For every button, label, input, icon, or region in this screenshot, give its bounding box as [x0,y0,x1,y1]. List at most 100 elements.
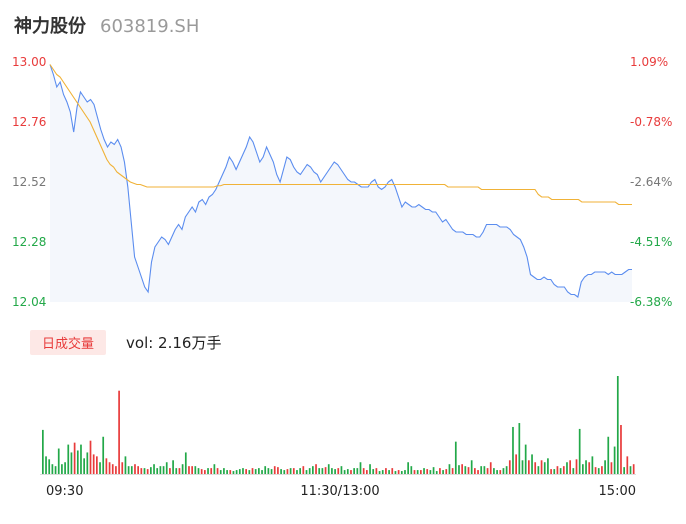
volume-bar [334,469,336,474]
y-tick-left: 13.00 [12,55,46,69]
volume-bar [610,462,613,474]
volume-bar [213,464,216,474]
volume-bar [458,465,460,474]
volume-bar [483,466,486,474]
volume-bar [235,470,238,474]
volume-bar [547,458,549,474]
volume-bar [435,471,438,474]
volume-bar [381,470,384,474]
volume-bar [51,464,54,474]
volume-bar [305,470,308,474]
y-tick-right: 1.09% [630,55,668,69]
daily-volume-badge[interactable]: 日成交量 [30,329,107,355]
volume-bar [153,464,155,474]
volume-bar [105,458,108,474]
volume-bar [594,467,597,474]
x-tick-label: 15:00 [599,484,636,499]
y-tick-right: -4.51% [630,235,672,249]
volume-bar [578,428,581,474]
volume-bar [604,460,606,474]
volume-bar [219,470,222,474]
volume-bar [312,466,314,474]
volume-bar [521,460,524,474]
volume-bar [181,464,184,474]
volume-bar [601,466,603,474]
volume-bar [318,468,321,474]
volume-bar [540,460,543,474]
volume-bar [89,440,92,474]
volume-bar [432,467,435,474]
volume-bar [258,468,260,474]
volume-bar [518,423,521,474]
volume-bar [96,456,98,474]
volume-bar [232,471,235,474]
volume-bar [283,470,286,474]
volume-bar [254,469,257,474]
volume-bar [480,466,483,474]
volume-bar [372,469,375,474]
volume-bar [292,468,295,474]
volume-bar [534,462,537,474]
price-line [49,64,632,298]
volume-bar [118,390,120,474]
volume-bar [76,450,79,474]
volume-bar [99,462,101,474]
volume-bar [353,468,355,474]
volume-bar [585,460,587,474]
volume-bar [277,467,279,474]
volume-bar [388,470,390,474]
y-tick-left: 12.52 [12,175,46,189]
volume-bar [489,462,492,474]
volume-bar [356,468,359,474]
volume-bar [426,469,429,474]
volume-bar [375,468,378,474]
volume-bar [613,446,616,474]
volume-bar [175,468,178,474]
volume-bar [280,469,282,474]
volume-bar [369,464,371,474]
volume-bar [137,466,139,474]
volume-bar [86,452,89,474]
volume-bar [102,436,105,474]
volume-bar [499,470,502,474]
volume-bar [242,468,244,474]
volume-bar [569,460,571,474]
volume-bar [410,466,413,474]
volume-bar [413,470,416,474]
volume-bar [470,460,473,474]
volume-bar [127,466,130,474]
volume-bar [397,470,400,474]
volume-bar [591,456,594,474]
volume-bar [626,456,629,474]
volume-bar [165,462,168,474]
volume-bar [156,468,159,474]
volume-bar [439,468,441,474]
volume-bar [273,466,276,474]
y-tick-right: -2.64% [630,175,672,189]
volume-bar [607,436,610,474]
volume-bar [302,466,305,474]
volume-bar [80,444,82,474]
volume-bar [378,471,381,474]
volume-bar [416,470,419,474]
y-tick-right: -6.38% [630,295,672,309]
volume-bar [404,470,406,474]
stock-name: 神力股份 [14,16,86,37]
volume-bar [216,468,219,474]
x-tick-label: 11:30/13:00 [300,484,379,499]
volume-bar [407,462,409,474]
volume-bar [331,468,333,474]
volume-bar [159,466,162,474]
volume-readout: vol: 2.16万手 [126,333,222,352]
volume-bar [528,460,530,474]
volume-bar [130,466,133,474]
volume-bar [454,441,457,474]
volume-legend: 日成交量 vol: 2.16万手 [30,329,222,355]
volume-bar [184,452,187,474]
volume-bar [204,470,206,474]
volume-bar [321,468,324,474]
volume-bar [464,466,467,474]
volume-bar [251,468,254,474]
volume-bar [343,470,346,474]
volume-bar [191,466,193,474]
